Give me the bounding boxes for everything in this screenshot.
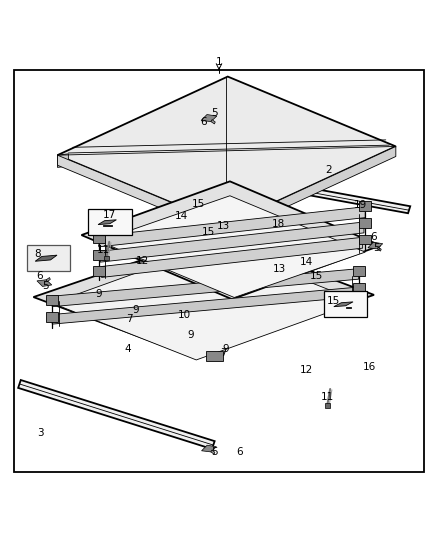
Polygon shape <box>99 196 365 297</box>
FancyBboxPatch shape <box>88 209 132 235</box>
Text: 3: 3 <box>37 429 43 438</box>
Text: 5: 5 <box>211 108 218 118</box>
Text: 16: 16 <box>363 362 376 372</box>
Polygon shape <box>377 247 381 251</box>
Text: 11: 11 <box>321 392 334 402</box>
Polygon shape <box>201 115 217 122</box>
Text: 6: 6 <box>36 271 42 281</box>
Polygon shape <box>37 280 52 286</box>
Polygon shape <box>353 266 365 276</box>
Polygon shape <box>57 77 396 225</box>
Polygon shape <box>368 242 383 249</box>
Polygon shape <box>46 312 58 321</box>
Text: 13: 13 <box>272 264 286 273</box>
Text: 12: 12 <box>300 366 313 375</box>
Polygon shape <box>104 256 109 261</box>
Text: 9: 9 <box>222 344 229 353</box>
Polygon shape <box>325 403 330 408</box>
Polygon shape <box>250 177 410 213</box>
Polygon shape <box>226 147 396 235</box>
Text: 2: 2 <box>325 165 332 175</box>
Text: 6: 6 <box>237 447 243 457</box>
FancyBboxPatch shape <box>27 245 70 271</box>
Polygon shape <box>103 224 112 227</box>
Polygon shape <box>81 181 381 299</box>
Polygon shape <box>99 207 365 247</box>
Text: 11: 11 <box>97 245 110 255</box>
Text: 1: 1 <box>215 57 223 67</box>
Polygon shape <box>46 278 50 281</box>
Text: 7: 7 <box>220 348 227 358</box>
Text: 14: 14 <box>175 211 188 221</box>
Polygon shape <box>100 222 364 262</box>
Text: 15: 15 <box>202 227 215 237</box>
FancyBboxPatch shape <box>324 292 367 317</box>
Text: 19: 19 <box>354 199 367 209</box>
Polygon shape <box>52 287 359 324</box>
Text: 9: 9 <box>133 305 139 315</box>
Text: 5: 5 <box>373 243 379 253</box>
Text: 10: 10 <box>177 310 191 319</box>
Polygon shape <box>102 237 363 277</box>
Text: 14: 14 <box>300 257 313 267</box>
Polygon shape <box>33 235 374 357</box>
Polygon shape <box>57 154 68 167</box>
Polygon shape <box>211 119 215 124</box>
Text: 17: 17 <box>102 210 116 220</box>
Text: 5: 5 <box>42 281 49 291</box>
Text: 4: 4 <box>124 344 131 354</box>
Polygon shape <box>93 233 105 243</box>
Text: 15: 15 <box>327 296 340 306</box>
Polygon shape <box>334 302 353 306</box>
Text: 13: 13 <box>217 221 230 231</box>
Polygon shape <box>52 245 359 360</box>
Polygon shape <box>93 266 105 276</box>
Polygon shape <box>46 295 58 305</box>
Text: 6: 6 <box>200 117 207 126</box>
Text: 8: 8 <box>35 249 41 259</box>
Text: 18: 18 <box>271 219 285 229</box>
Text: 7: 7 <box>126 314 133 324</box>
Polygon shape <box>353 282 365 292</box>
Polygon shape <box>346 306 351 309</box>
Text: 9: 9 <box>95 289 102 299</box>
Text: 6: 6 <box>371 232 377 242</box>
Polygon shape <box>98 220 117 224</box>
Polygon shape <box>93 250 105 260</box>
Polygon shape <box>359 218 371 228</box>
Polygon shape <box>359 201 371 211</box>
Text: 5: 5 <box>211 447 218 457</box>
Polygon shape <box>201 445 216 452</box>
Polygon shape <box>359 235 371 244</box>
Polygon shape <box>18 380 215 449</box>
Text: 15: 15 <box>310 271 323 281</box>
Polygon shape <box>57 155 226 235</box>
Text: 15: 15 <box>191 199 205 209</box>
Polygon shape <box>52 269 359 306</box>
Text: 9: 9 <box>187 330 194 341</box>
Polygon shape <box>35 255 57 261</box>
Polygon shape <box>206 351 223 361</box>
Polygon shape <box>211 450 215 454</box>
Text: 12: 12 <box>136 256 149 266</box>
